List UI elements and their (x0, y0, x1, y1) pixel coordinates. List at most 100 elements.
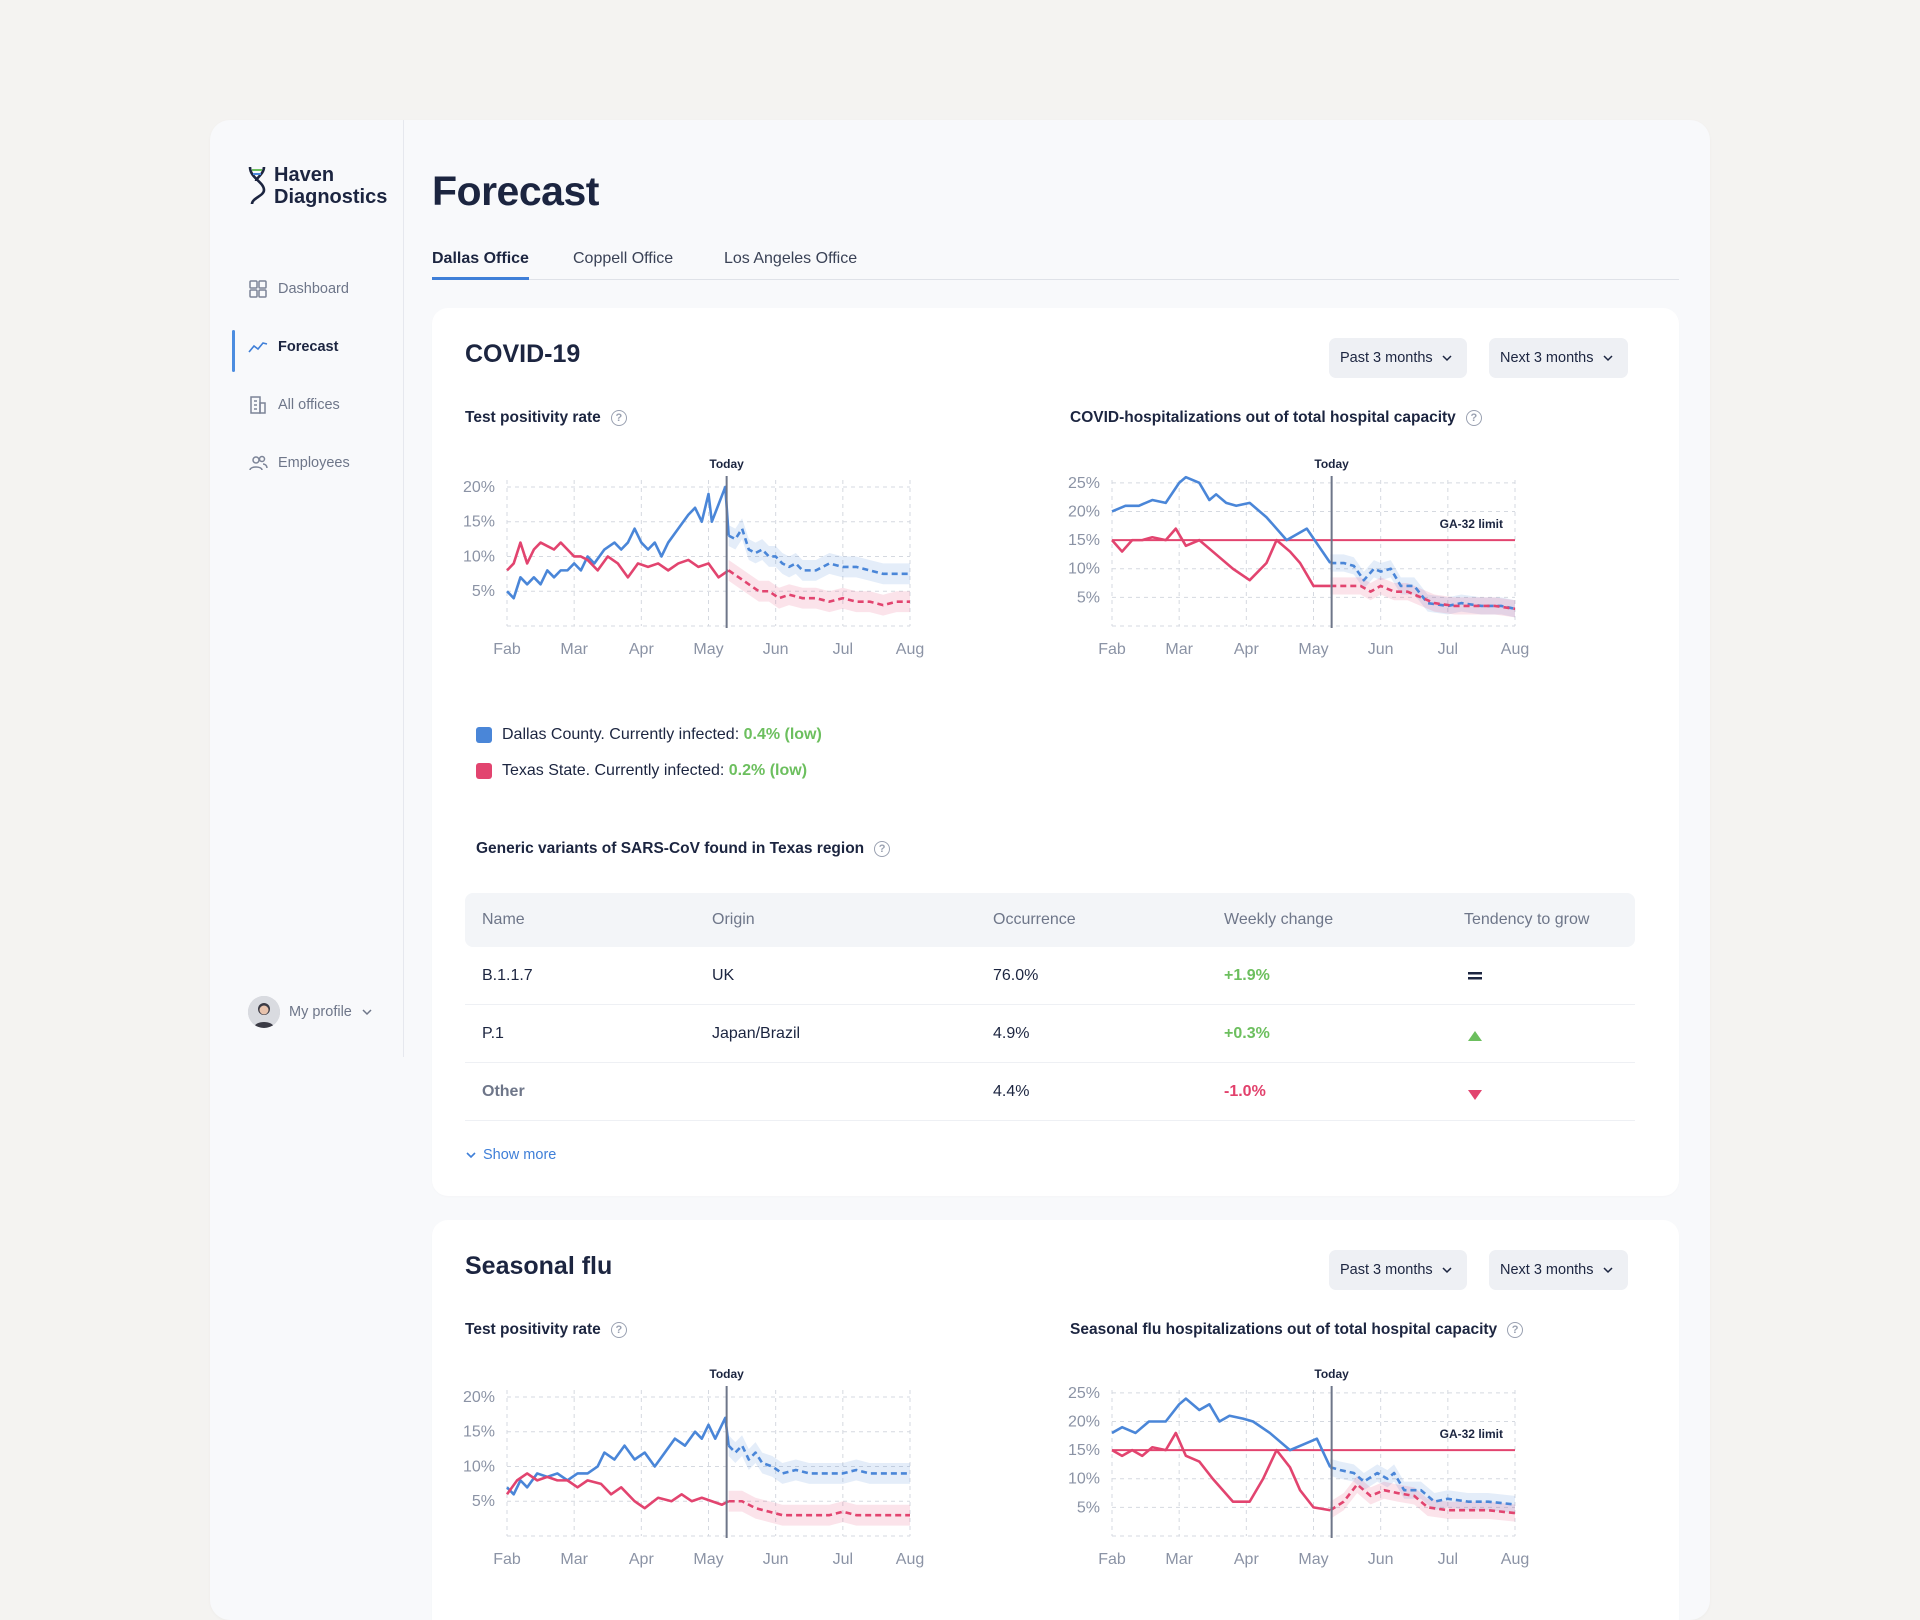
avatar (248, 996, 280, 1028)
legend-swatch-pink (476, 763, 492, 779)
cell-occurrence: 4.4% (993, 1082, 1030, 1100)
logo-line-1: Haven (274, 164, 335, 186)
limit-label: GA-32 limit (1440, 1427, 1503, 1441)
help-icon[interactable]: ? (610, 1322, 627, 1338)
y-tick-label: 20% (463, 1389, 495, 1406)
page-title: Forecast (432, 168, 599, 214)
cell-weekly-change: -1.0% (1224, 1082, 1266, 1100)
sidebar-item-label: Dashboard (278, 281, 349, 297)
logo[interactable]: Haven Diagnostics (246, 164, 387, 208)
chart-title-text: COVID-hospitalizations out of total hosp… (1070, 409, 1456, 426)
flu-card: Seasonal flu Past 3 months Next 3 months… (432, 1220, 1679, 1620)
x-tick-label: Aug (1501, 641, 1529, 658)
table-row[interactable]: Other 4.4% -1.0% (465, 1063, 1635, 1121)
help-icon[interactable]: ? (610, 410, 627, 426)
x-tick-label: Apr (629, 1551, 655, 1568)
forecast-band (728, 559, 910, 616)
sidebar-nav: Dashboard Forecast All offices (210, 260, 404, 492)
series-line (1111, 1431, 1331, 1512)
legend-value: 0.4% (low) (743, 726, 822, 743)
x-tick-label: May (693, 1551, 723, 1568)
x-tick-label: May (1298, 641, 1328, 658)
forecast-band (728, 1435, 910, 1484)
cell-origin: UK (712, 966, 735, 984)
sidebar-item-forecast[interactable]: Forecast (210, 318, 404, 376)
table-row[interactable]: B.1.1.7 UK 76.0% +1.9% (465, 947, 1635, 1005)
covid-positivity-chart: Fab Mar Apr May Jun Jul Aug 5% 10% 15% 20% Today (463, 457, 924, 658)
x-tick-label: Jun (763, 1551, 789, 1568)
chevron-down-icon (1442, 1267, 1452, 1274)
flu-chart1-title: Test positivity rate ? (465, 1321, 627, 1339)
sidebar-item-label: Forecast (278, 339, 339, 355)
forecast-line (727, 1444, 910, 1475)
flu-past-dropdown[interactable]: Past 3 months (1329, 1250, 1467, 1290)
series-line (1111, 475, 1332, 564)
sidebar-item-employees[interactable]: Employees (210, 434, 404, 492)
x-tick-label: Jul (833, 641, 853, 658)
header-name[interactable]: Name (482, 911, 525, 928)
y-tick-label: 15% (1068, 532, 1100, 549)
series-line (1111, 527, 1331, 588)
help-icon[interactable]: ? (874, 841, 891, 857)
cell-name: Other (482, 1082, 525, 1100)
x-tick-label: Apr (1234, 641, 1260, 658)
flu-title: Seasonal flu (465, 1252, 613, 1280)
sidebar-item-all-offices[interactable]: All offices (210, 376, 404, 434)
y-tick-label: 10% (1068, 561, 1100, 578)
forecast-line (1329, 1466, 1516, 1506)
office-tabs: Dallas Office Coppell Office Los Angeles… (432, 250, 1679, 280)
today-label: Today (1314, 457, 1349, 471)
header-weekly-change[interactable]: Weekly change (1224, 911, 1334, 928)
dropdown-label: Past 3 months (1340, 1262, 1433, 1278)
show-more-label: Show more (483, 1147, 557, 1163)
cell-occurrence: 4.9% (993, 1024, 1030, 1042)
show-more-link[interactable]: Show more (465, 1147, 556, 1163)
table-title-text: Generic variants of SARS-CoV found in Te… (476, 840, 865, 857)
profile-menu[interactable]: My profile (248, 996, 373, 1028)
tab-los-angeles-office[interactable]: Los Angeles Office (724, 250, 858, 267)
x-tick-label: Mar (1165, 1551, 1193, 1568)
help-icon[interactable]: ? (1465, 410, 1482, 426)
tab-dallas-office[interactable]: Dallas Office (432, 250, 529, 280)
tab-coppell-office[interactable]: Coppell Office (573, 250, 674, 267)
header-occurrence[interactable]: Occurrence (993, 911, 1076, 928)
series-line (506, 541, 730, 579)
x-tick-label: Apr (1234, 1551, 1260, 1568)
variants-table: Name Origin Occurrence Weekly change Ten… (465, 893, 1635, 1121)
legend-item-dallas: Dallas County. Currently infected: 0.4% … (476, 726, 822, 744)
dna-logo-icon (248, 166, 266, 204)
sidebar-item-label: Employees (278, 455, 350, 471)
x-tick-label: Fab (493, 1551, 521, 1568)
covid-next-dropdown[interactable]: Next 3 months (1489, 338, 1628, 378)
covid-past-dropdown[interactable]: Past 3 months (1329, 338, 1467, 378)
table-row[interactable]: P.1 Japan/Brazil 4.9% +0.3% (465, 1005, 1635, 1063)
table-header: Name Origin Occurrence Weekly change Ten… (465, 893, 1635, 947)
sidebar-item-label: All offices (278, 397, 340, 413)
legend-value: 0.2% (low) (728, 762, 808, 779)
x-tick-label: Jul (833, 1551, 853, 1568)
triangle-up-icon (1468, 1028, 1482, 1046)
chevron-down-icon (1602, 1267, 1613, 1274)
series-line (506, 485, 730, 600)
equal-icon (1468, 969, 1482, 987)
y-tick-label: 10% (463, 1458, 495, 1475)
y-tick-label: 5% (1077, 589, 1100, 606)
legend-prefix: Dallas County. Currently infected: (502, 726, 744, 743)
series-line (505, 1472, 730, 1510)
forecast-band (1330, 1475, 1515, 1522)
help-icon[interactable]: ? (1507, 1322, 1524, 1338)
covid-title: COVID-19 (465, 340, 581, 368)
y-tick-label: 15% (463, 1424, 495, 1441)
forecast-band (728, 1490, 910, 1526)
flu-next-dropdown[interactable]: Next 3 months (1489, 1250, 1628, 1290)
forecast-line (1329, 1483, 1516, 1515)
series-line (506, 1416, 730, 1496)
legend-item-texas: Texas State. Currently infected: 0.2% (l… (476, 762, 807, 780)
x-tick-label: Mar (560, 1551, 588, 1568)
header-tendency[interactable]: Tendency to grow (1464, 911, 1590, 928)
x-tick-label: Apr (629, 641, 655, 658)
flu-chart2-title: Seasonal flu hospitalizations out of tot… (1070, 1321, 1524, 1339)
x-tick-label: Jul (1438, 1551, 1458, 1568)
header-origin[interactable]: Origin (712, 911, 755, 928)
sidebar-item-dashboard[interactable]: Dashboard (210, 260, 404, 318)
